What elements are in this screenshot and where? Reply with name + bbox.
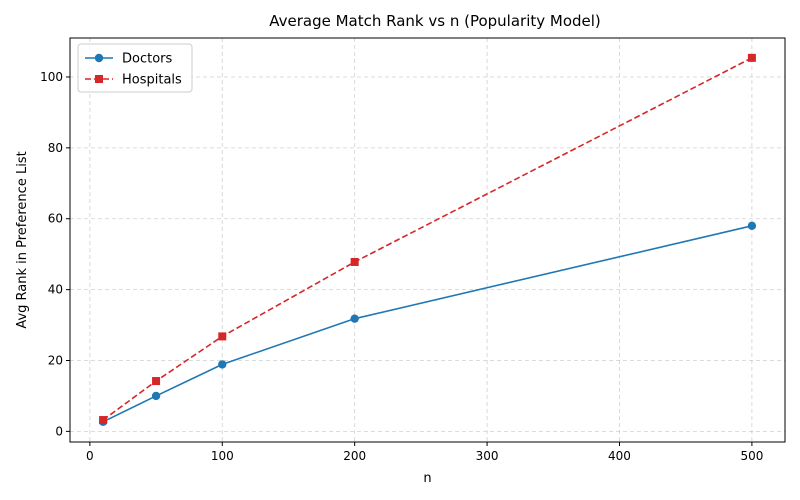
y-axis-label: Avg Rank in Preference List xyxy=(15,151,30,328)
ticks: 0 100 200 300 400 500 0 20 40 60 80 100 xyxy=(40,70,763,463)
legend-marker-hospitals xyxy=(95,75,103,83)
x-tick-label: 400 xyxy=(608,449,631,463)
data-point-doctors xyxy=(350,314,359,323)
chart-title: Average Match Rank vs n (Popularity Mode… xyxy=(269,12,601,30)
y-tick-label: 100 xyxy=(40,70,63,84)
data-point-doctors xyxy=(747,221,757,231)
series-hospitals xyxy=(99,53,756,425)
plot-frame xyxy=(69,37,786,443)
y-tick-label: 60 xyxy=(48,212,63,226)
data-point-doctors xyxy=(151,391,161,401)
legend-label-doctors: Doctors xyxy=(122,52,173,67)
y-tick-label: 40 xyxy=(48,283,63,297)
x-tick-label: 200 xyxy=(343,449,366,463)
legend-label-hospitals: Hospitals xyxy=(122,73,182,88)
data-point-hospitals xyxy=(218,332,227,341)
x-axis-label: n xyxy=(423,471,431,486)
y-tick-label: 80 xyxy=(48,141,63,155)
data-point-hospitals xyxy=(152,377,161,386)
legend-box xyxy=(77,43,193,93)
x-tick-label: 500 xyxy=(740,449,763,463)
x-tick-label: 100 xyxy=(211,449,234,463)
y-tick-label: 0 xyxy=(55,424,63,438)
series-group xyxy=(98,53,757,426)
data-point-hospitals xyxy=(99,416,108,425)
x-tick-label: 0 xyxy=(86,449,94,463)
data-point-doctors xyxy=(218,360,227,369)
x-tick-label: 300 xyxy=(476,449,499,463)
legend: Doctors Hospitals xyxy=(77,43,193,93)
legend-marker-doctors xyxy=(94,53,104,63)
y-tick-label: 20 xyxy=(48,353,63,367)
data-point-hospitals xyxy=(747,53,756,62)
data-point-hospitals xyxy=(350,257,359,266)
